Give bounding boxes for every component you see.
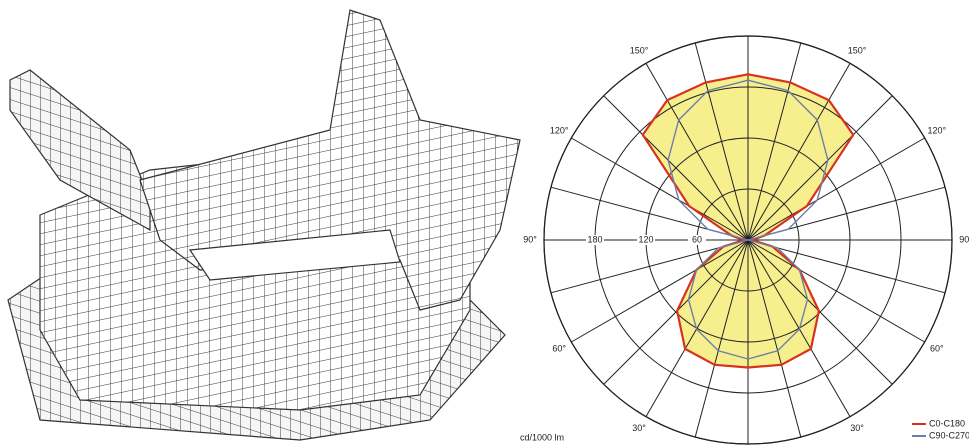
grid-spoke <box>645 63 749 241</box>
angle-tick-label: 120° <box>550 125 569 135</box>
series-line <box>641 73 749 369</box>
grid-spoke <box>571 239 749 343</box>
grid-spoke <box>747 63 851 241</box>
label-bg <box>637 235 655 245</box>
grid-spoke <box>747 137 925 241</box>
angle-tick-label: 30° <box>632 423 646 433</box>
label-bg <box>586 235 604 245</box>
angle-tick-label: 60° <box>552 343 566 353</box>
angle-tick-label: 30° <box>850 423 864 433</box>
series-area <box>642 74 748 368</box>
mesh-model <box>7 9 521 441</box>
series-line <box>667 79 751 360</box>
grid-spoke <box>694 239 749 438</box>
angle-tick-label: 150° <box>848 46 867 56</box>
grid-spoke <box>747 239 925 343</box>
grid-spoke <box>747 239 946 294</box>
angle-tick-label: 90° <box>523 234 537 244</box>
r-tick-label: 60 <box>692 234 702 244</box>
grid-spoke <box>603 239 749 385</box>
grid-spoke <box>747 239 802 438</box>
grid-spoke <box>747 42 802 241</box>
grid-spoke <box>550 239 749 294</box>
label-bg <box>688 235 706 245</box>
r-tick-label: 180 <box>587 234 602 244</box>
grid-spoke <box>603 95 749 241</box>
series-area <box>748 74 854 368</box>
legend-label: C0-C180 <box>929 418 965 428</box>
grid-spoke <box>747 95 893 241</box>
angle-tick-label: 150° <box>630 46 649 56</box>
polar-chart: 60 120 180 30° 30° 60° 60° 90° 90° 120° 120° 150° 15… <box>523 35 969 445</box>
unit-label: cd/1000 lm <box>520 432 564 442</box>
angle-tick-label: 90° <box>959 234 969 244</box>
grid-spoke <box>694 42 749 241</box>
grid-spoke <box>747 239 893 385</box>
r-tick-label: 120 <box>638 234 653 244</box>
series-line <box>747 73 855 369</box>
angle-tick-label: 60° <box>930 343 944 353</box>
grid-spoke <box>571 137 749 241</box>
legend-label: C90-C270 <box>929 430 969 440</box>
angle-tick-label: 120° <box>927 125 946 135</box>
